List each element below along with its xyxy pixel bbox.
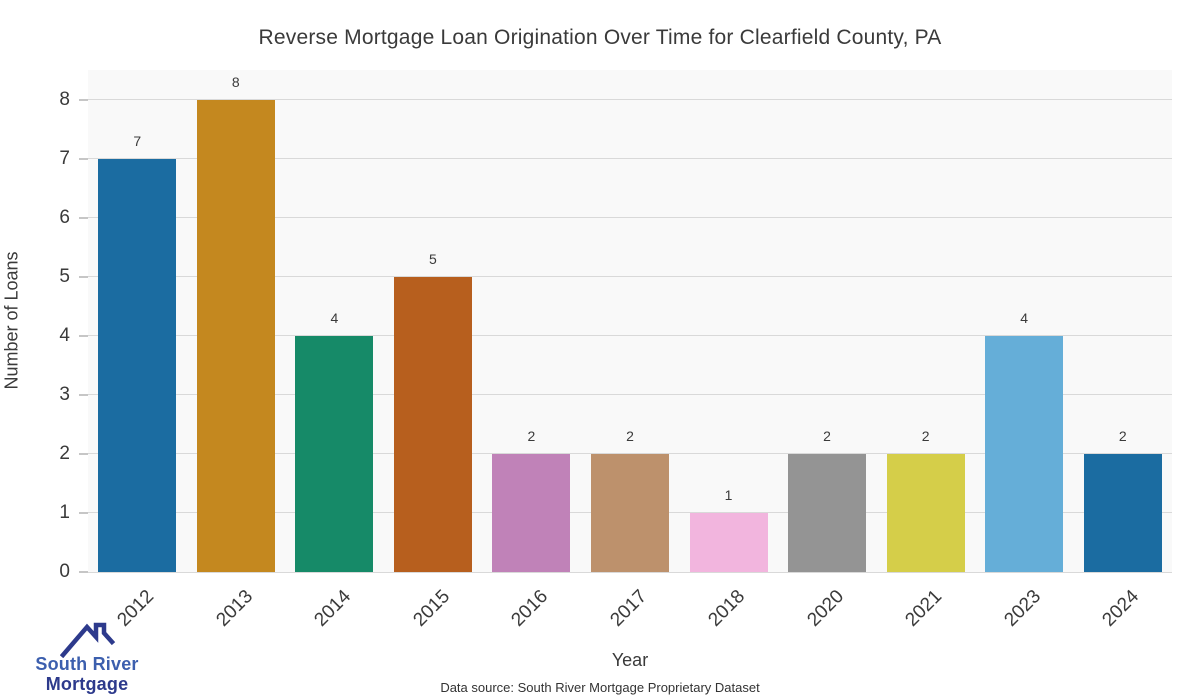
y-tick-label: 7 [59,147,70,169]
y-tick-label: 4 [59,324,70,346]
y-tick-label: 8 [59,88,70,110]
y-tick-mark [79,393,88,396]
bar-value-label: 8 [231,73,240,90]
bar-value-label: 2 [823,427,831,444]
bar-value-label: 2 [921,427,930,444]
bar-value-label: 2 [527,427,536,444]
bar-2014 [295,335,374,572]
y-tick-mark [79,98,88,101]
bar-value-label: 2 [626,427,634,444]
x-tick-label-text: 2017 [606,586,651,631]
gridline [88,99,1172,101]
x-tick-label-text: 2015 [409,586,454,631]
x-axis-title: Year [611,650,649,670]
bar-2020 [788,453,867,572]
bar-value-label: 4 [330,309,339,326]
y-tick-mark [79,275,88,278]
bar-2018 [689,512,768,572]
y-tick-mark [79,216,88,219]
bar-2017 [591,453,669,572]
bar-2021 [886,453,965,572]
y-tick-mark [79,157,88,160]
gridline [88,158,1172,160]
y-tick-label: 0 [59,561,70,582]
y-tick-mark [79,571,88,573]
y-tick-label: 5 [59,265,70,287]
logo: South River Mortgage [14,618,164,696]
chart-title: Reverse Mortgage Loan Origination Over T… [258,26,942,49]
x-tick-label-text: 2023 [1000,586,1046,631]
x-tick-label-text: 2016 [507,586,553,631]
y-tick-label: 3 [59,383,70,405]
gridline [88,394,1172,396]
roof-path [60,622,116,658]
y-tick-label: 2 [59,442,70,464]
x-tick-label-text: 2018 [704,586,750,631]
bar-value-label: 7 [133,132,142,149]
data-source-note: Data source: South River Mortgage Propri… [440,680,760,695]
x-tick-label-text: 2024 [1098,586,1144,631]
y-tick-mark [79,452,88,455]
x-tick-label-text: 2013 [211,586,257,631]
gridline [88,571,1172,573]
bar-2013 [196,99,275,572]
x-tick-label-text: 2021 [901,586,947,631]
x-tick-label-text: 2020 [803,586,848,631]
bar-2023 [985,335,1064,572]
logo-text-line2: Mortgage [45,674,129,694]
gridline [88,217,1172,219]
gridline [88,276,1172,278]
y-tick-mark [79,334,88,337]
logo-text-line1: South River [35,654,139,674]
bar-value-label: 4 [1020,309,1029,326]
y-tick-label: 1 [59,501,70,523]
bar-value-label: 1 [724,486,733,503]
y-tick-mark [79,511,88,514]
y-tick-label: 6 [59,206,70,228]
bar-2015 [393,276,472,572]
bar-value-label: 5 [429,250,437,267]
x-tick-label-text: 2014 [310,586,356,631]
house-roof-icon [60,622,116,658]
bar-2024 [1083,453,1162,572]
bar-2016 [492,453,571,572]
bar-2012 [98,158,177,572]
bar-value-label: 2 [1118,427,1127,444]
gridline [88,335,1172,337]
